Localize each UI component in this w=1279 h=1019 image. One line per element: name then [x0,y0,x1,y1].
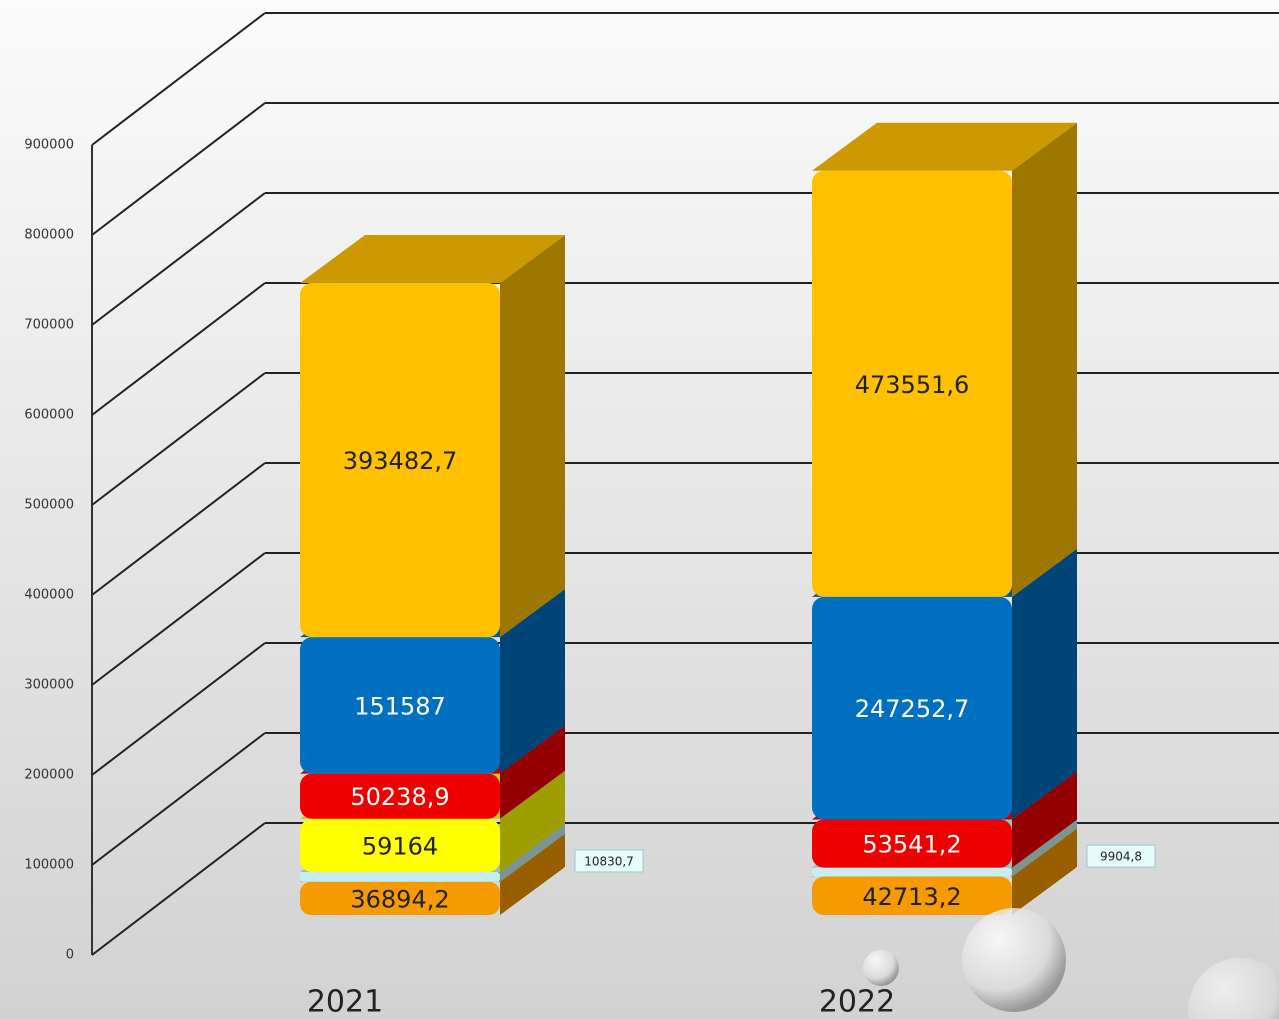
bar [300,872,500,882]
y-tick-label: 700000 [24,318,74,333]
x-tick-label: 2022 [819,985,895,1019]
data-label: 42713,2 [862,883,961,911]
data-label: 473551,6 [855,371,970,399]
y-tick-label: 800000 [24,228,74,243]
data-label: 10830,7 [584,854,634,868]
y-tick-label: 400000 [24,588,74,603]
chart: 0 100000 200000 300000 400000 500000 600000 700… [0,0,1279,1019]
data-label: 36894,2 [350,885,449,913]
data-label: 50238,9 [350,783,449,811]
bar [812,868,1012,877]
data-label: 247252,7 [855,695,970,723]
y-tick-label: 300000 [24,678,74,693]
data-label: 59164 [362,832,438,860]
y-tick-label: 100000 [24,858,74,873]
y-tick-label: 200000 [24,768,74,783]
x-tick-label: 2021 [307,985,383,1019]
bar-side [500,235,565,637]
y-tick-label: 900000 [24,138,74,153]
data-label: 53541,2 [862,831,961,859]
data-label: 151587 [354,692,446,720]
data-label: 9904,8 [1100,850,1142,864]
bar-side [1012,123,1077,597]
data-label: 393482,7 [343,447,458,475]
y-tick-label: 0 [66,948,74,963]
y-tick-label: 500000 [24,498,74,513]
bubble [962,908,1066,1012]
bubble [863,950,899,986]
y-tick-label: 600000 [24,408,74,423]
